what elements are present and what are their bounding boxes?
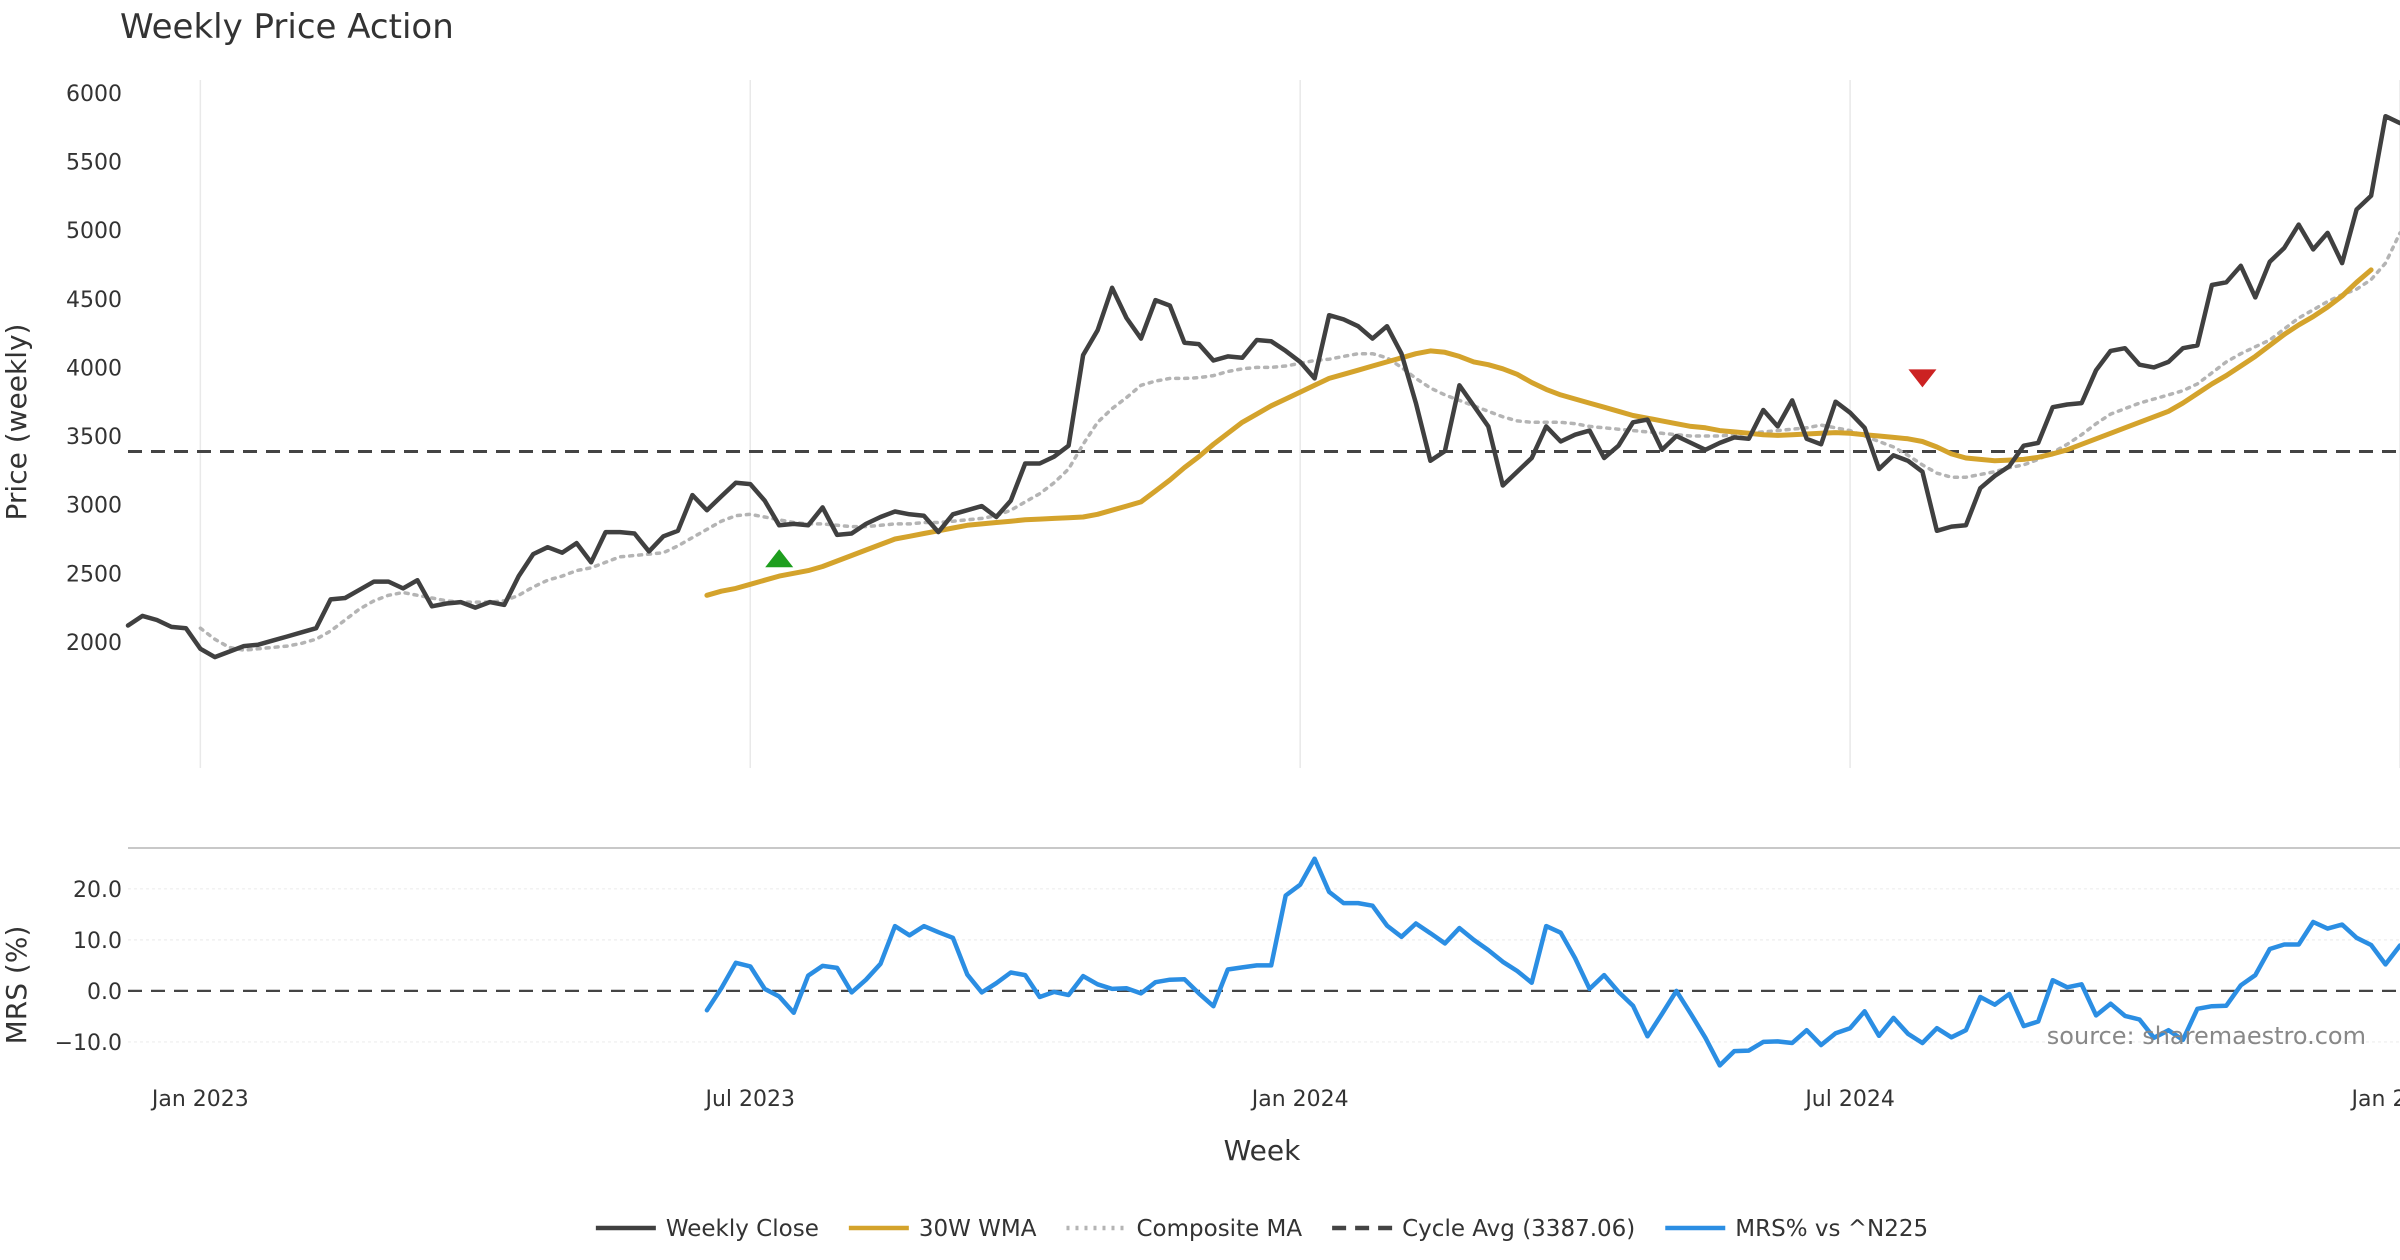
y-tick-label: 4000 — [66, 356, 122, 381]
weekly-close-line — [125, 113, 2400, 660]
y-tick-label: 2000 — [66, 631, 122, 656]
x-tick-label: Jul 2024 — [1803, 1087, 1895, 1112]
buy-signal-marker — [765, 549, 794, 568]
mrs-line — [704, 856, 2400, 1068]
mrs-tick-label: 20.0 — [73, 878, 122, 903]
x-tick-label: Jan 2023 — [150, 1087, 249, 1112]
legend-item: MRS% vs ^N225 — [1665, 1216, 1928, 1242]
sell-signal-marker — [1908, 369, 1937, 388]
legend-label: MRS% vs ^N225 — [1735, 1216, 1928, 1242]
upper-grid — [199, 80, 2400, 768]
legend-item: Cycle Avg (3387.06) — [1332, 1216, 1635, 1242]
chart-title: Weekly Price Action — [120, 7, 454, 47]
mrs-tick-label: 10.0 — [73, 929, 122, 954]
x-axis-label: Week — [1224, 1134, 1301, 1167]
wma-30w-line — [704, 267, 2374, 598]
source-label: source: sharemaestro.com — [2047, 1022, 2366, 1050]
y-tick-label: 4500 — [66, 288, 122, 313]
y-tick-label: 6000 — [66, 82, 122, 107]
lower-grid — [128, 847, 2400, 1043]
mrs-axis-ticks: 20.0 10.0 0.0 −10.0 — [55, 878, 122, 1056]
y-tick-label: 5500 — [66, 151, 122, 176]
series-layer — [125, 113, 2400, 1068]
legend-item: 30W WMA — [848, 1216, 1037, 1242]
legend-item: Weekly Close — [595, 1216, 819, 1242]
y-tick-label: 5000 — [66, 219, 122, 244]
signals-layer — [765, 369, 1937, 568]
x-tick-label: Jan 2025 — [2350, 1087, 2400, 1112]
mrs-tick-label: 0.0 — [87, 980, 122, 1005]
legend-label: Weekly Close — [666, 1216, 819, 1242]
x-tick-label: Jul 2023 — [704, 1087, 796, 1112]
y-tick-label: 3000 — [66, 494, 122, 519]
y-axis-ticks: 2000 2500 3000 3500 4000 4500 5000 5500 6000 — [66, 82, 122, 656]
x-tick-label: Jan 2024 — [1250, 1087, 1349, 1112]
mrs-axis-label: MRS (%) — [0, 926, 33, 1045]
legend-label: Cycle Avg (3387.06) — [1402, 1216, 1635, 1242]
legend-item: Composite MA — [1066, 1216, 1302, 1242]
y-axis-label: Price (weekly) — [0, 324, 33, 521]
x-axis-ticks: Jan 2023 Jul 2023 Jan 2024 Jul 2024 Jan 2025… — [150, 1087, 2400, 1112]
legend: Weekly Close 30W WMA Composite MA Cycle Avg… — [595, 1216, 1928, 1242]
legend-label: 30W WMA — [919, 1216, 1037, 1242]
y-tick-label: 3500 — [66, 425, 122, 450]
mrs-tick-label: −10.0 — [55, 1031, 122, 1056]
legend-label: Composite MA — [1136, 1216, 1302, 1242]
y-tick-label: 2500 — [66, 562, 122, 587]
